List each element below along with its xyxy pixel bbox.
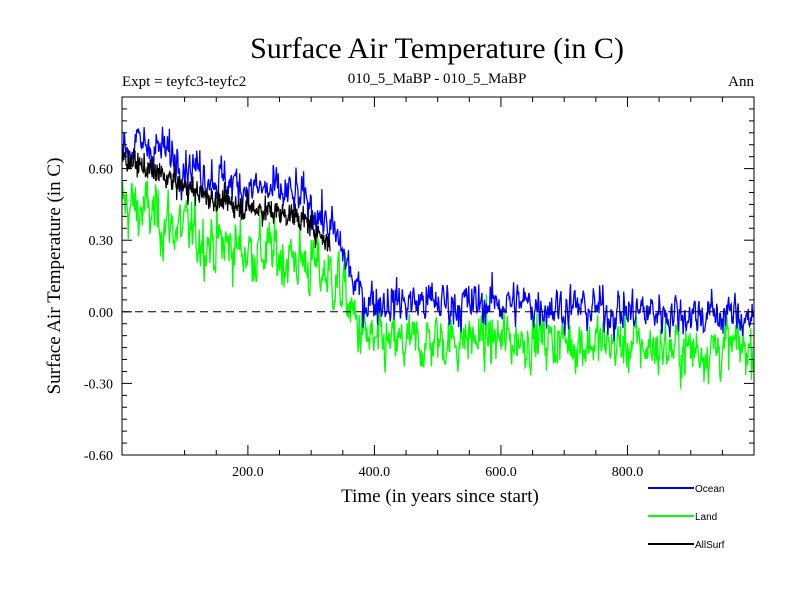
x-tick-label: 200.0 <box>232 465 264 480</box>
x-tick-label: 400.0 <box>359 465 391 480</box>
y-tick-label: 0.30 <box>89 234 114 249</box>
x-tick-label: 800.0 <box>612 465 644 480</box>
y-tick-label: -0.30 <box>84 377 113 392</box>
plot-frame <box>121 96 755 456</box>
header-left: Expt = teyfc3-teyfc2 <box>122 74 246 90</box>
series-layer <box>121 126 755 389</box>
y-tick-label: 0.00 <box>89 306 114 321</box>
legend-label-land: Land <box>695 512 717 523</box>
header-right: Ann <box>728 74 754 90</box>
legend-label-allsurf: AllSurf <box>695 540 725 551</box>
y-axis-label: Surface Air Temperature (in C) <box>44 158 65 395</box>
series-land <box>121 180 755 389</box>
series-allsurf <box>121 144 331 252</box>
x-axis-label: Time (in years since start) <box>341 486 539 507</box>
header-center: 010_5_MaBP - 010_5_MaBP <box>348 71 527 87</box>
ticks-layer: 200.0 400.0 600.0 800.0 -0.60 -0.30 0.00 0.30 0.… <box>84 97 754 480</box>
y-tick-label: 0.60 <box>89 163 114 178</box>
chart-title: Surface Air Temperature (in C) <box>250 32 624 65</box>
legend-label-ocean: Ocean <box>695 484 724 495</box>
legend: Ocean Land AllSurf <box>648 484 725 551</box>
x-tick-label: 600.0 <box>485 465 517 480</box>
y-tick-label: -0.60 <box>84 449 113 464</box>
